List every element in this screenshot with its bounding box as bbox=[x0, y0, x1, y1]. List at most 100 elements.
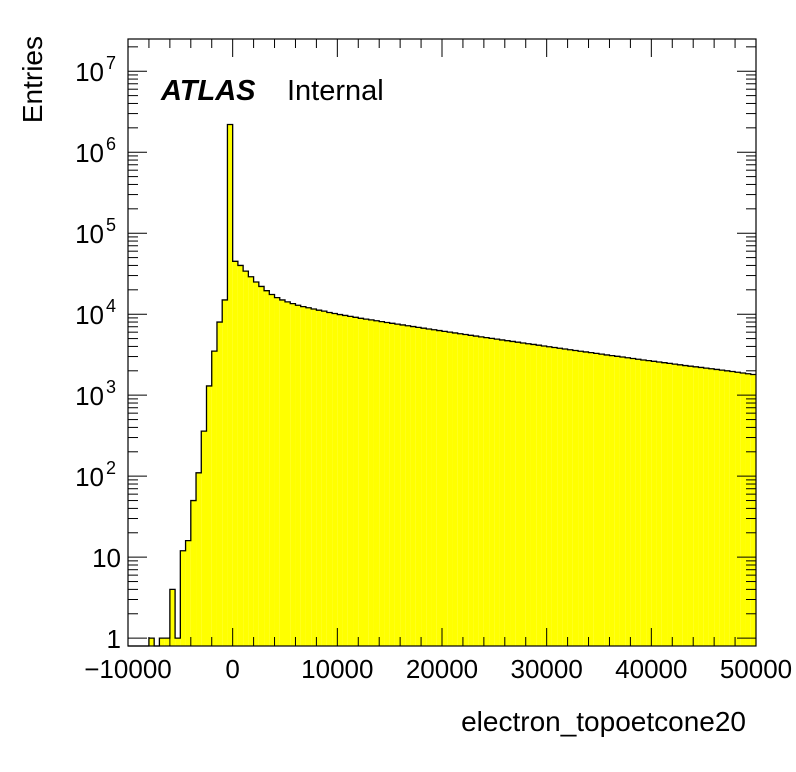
histogram-bar bbox=[651, 361, 657, 646]
y-tick-label: 1 bbox=[107, 624, 121, 654]
histogram-bar bbox=[243, 271, 249, 646]
y-tick-label: 10 bbox=[92, 543, 121, 573]
histogram-bar bbox=[562, 348, 568, 646]
histogram-bar bbox=[159, 638, 165, 646]
y-tick-label: 10 bbox=[75, 462, 104, 492]
y-tick-exponent: 2 bbox=[106, 458, 116, 478]
histogram-bar bbox=[164, 638, 170, 646]
histogram-bar bbox=[300, 306, 306, 646]
histogram-outline bbox=[128, 123, 756, 647]
histogram-bar bbox=[442, 331, 448, 646]
histogram-bar bbox=[468, 335, 474, 646]
histogram-bar bbox=[190, 500, 197, 646]
histogram-bar bbox=[541, 345, 547, 646]
histogram-bar bbox=[326, 312, 333, 646]
histogram-bar bbox=[635, 359, 641, 646]
histogram-bar bbox=[599, 354, 605, 646]
histogram-bar bbox=[735, 372, 741, 646]
histogram-bar bbox=[677, 364, 683, 646]
histogram-bar bbox=[264, 290, 270, 646]
histogram-bar bbox=[269, 294, 275, 646]
histogram-bar bbox=[646, 360, 652, 646]
histogram-bar bbox=[693, 366, 699, 646]
histogram-bar bbox=[305, 307, 312, 646]
histogram-bar bbox=[525, 343, 531, 646]
histogram-bar bbox=[483, 337, 490, 646]
histogram-bar bbox=[353, 317, 359, 646]
histogram-bar bbox=[494, 339, 500, 646]
histogram-bar bbox=[614, 356, 620, 646]
histogram-bar bbox=[745, 373, 751, 646]
histogram-bar bbox=[750, 374, 756, 646]
histogram-bar bbox=[175, 638, 181, 646]
histogram-bar bbox=[253, 281, 259, 646]
histogram-bar bbox=[274, 297, 280, 646]
histogram-bar bbox=[211, 351, 217, 646]
histogram-bar bbox=[682, 365, 688, 646]
histogram-bar bbox=[656, 361, 662, 646]
histogram-bar bbox=[368, 319, 374, 646]
x-tick-label: 10000 bbox=[301, 654, 373, 684]
histogram-bar bbox=[248, 276, 254, 646]
histogram-bar bbox=[394, 324, 401, 646]
histogram-bar bbox=[530, 344, 537, 646]
y-tick-label: 10 bbox=[75, 381, 104, 411]
histogram-bar bbox=[567, 349, 573, 646]
histogram-bar bbox=[216, 322, 223, 646]
histogram-bar bbox=[431, 329, 437, 646]
histogram-bar bbox=[687, 366, 694, 646]
histogram-bar bbox=[630, 358, 636, 646]
x-tick-label: 50000 bbox=[720, 654, 792, 684]
histogram-bar bbox=[478, 336, 484, 646]
internal-label: Internal bbox=[287, 75, 384, 107]
histogram-bar bbox=[708, 368, 715, 646]
histogram-bar bbox=[410, 326, 416, 646]
histogram-bar bbox=[572, 350, 579, 646]
histogram-bar bbox=[520, 342, 526, 646]
x-axis-ticks: −10000 0 10000 20000 30000 40000 50000 bbox=[84, 39, 792, 684]
histogram-bar bbox=[169, 589, 176, 646]
histogram-bar bbox=[452, 332, 458, 646]
histogram-bar bbox=[227, 124, 233, 647]
x-tick-label: 40000 bbox=[615, 654, 687, 684]
histogram-bar bbox=[499, 339, 505, 646]
histogram-bar bbox=[661, 362, 668, 646]
histogram-bar bbox=[640, 359, 647, 646]
y-tick-exponent: 3 bbox=[106, 377, 116, 397]
histogram-bar bbox=[201, 431, 207, 646]
histogram-bar bbox=[321, 311, 327, 646]
histogram-bar bbox=[510, 341, 516, 646]
histogram-bar bbox=[714, 369, 720, 646]
x-tick-label: 0 bbox=[225, 654, 239, 684]
y-tick-exponent: 6 bbox=[106, 134, 116, 154]
histogram-bar bbox=[703, 368, 709, 646]
histogram-bar bbox=[672, 364, 678, 646]
histogram-bar bbox=[421, 328, 427, 646]
histogram-bar bbox=[180, 550, 186, 646]
histogram-bar bbox=[551, 347, 558, 646]
histogram-bar bbox=[285, 301, 291, 646]
histogram-bar bbox=[504, 340, 511, 646]
x-tick-label: −10000 bbox=[84, 654, 171, 684]
histogram-bar bbox=[337, 314, 343, 646]
histogram-bar bbox=[237, 265, 244, 646]
y-axis-title: Entries bbox=[17, 36, 48, 123]
histogram-bars bbox=[128, 123, 756, 647]
histogram-bar bbox=[698, 367, 704, 646]
histogram-bar bbox=[515, 342, 521, 646]
histogram-bar bbox=[489, 338, 495, 646]
y-tick-exponent: 7 bbox=[106, 53, 116, 73]
histogram-bar bbox=[295, 305, 301, 646]
atlas-label: ATLAS bbox=[160, 75, 256, 107]
histogram-bar bbox=[462, 334, 469, 646]
histogram-bar bbox=[473, 336, 479, 646]
histogram-bar bbox=[379, 321, 385, 646]
histogram-bar bbox=[148, 638, 155, 646]
histogram-bar bbox=[457, 333, 463, 646]
histogram-bar bbox=[400, 324, 406, 646]
y-tick-exponent: 4 bbox=[106, 296, 116, 316]
histogram-bar bbox=[436, 330, 442, 646]
histogram-bar bbox=[729, 371, 736, 646]
histogram-bar bbox=[206, 385, 212, 646]
